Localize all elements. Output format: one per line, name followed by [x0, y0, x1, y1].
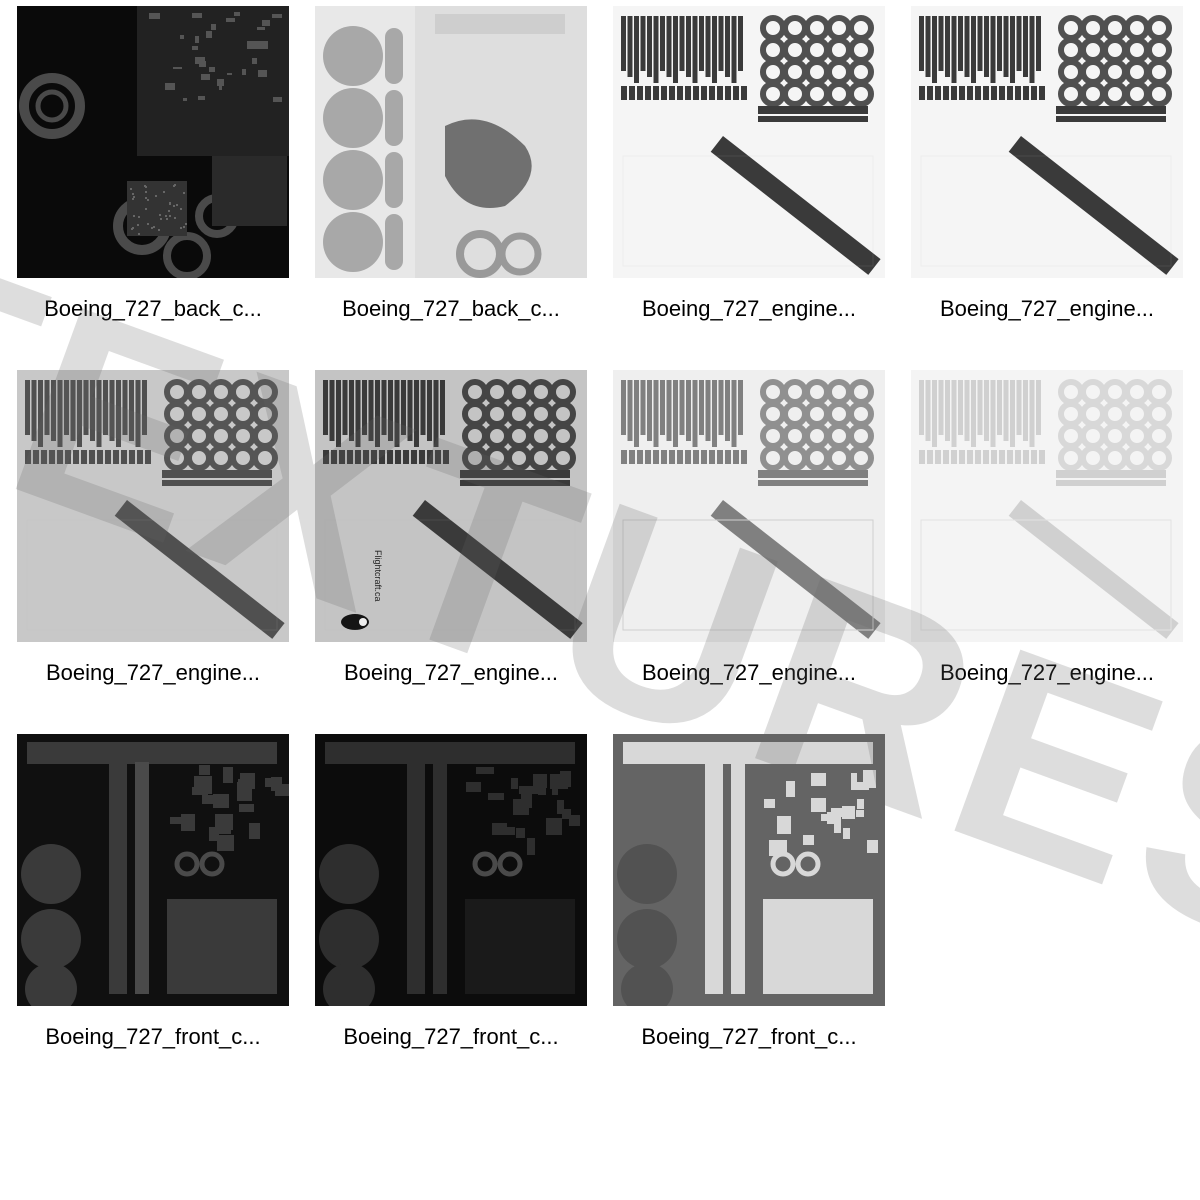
- thumbnail-caption: Boeing_727_engine...: [602, 296, 896, 366]
- thumbnail-cell[interactable]: Boeing_727_back_c...: [302, 4, 600, 368]
- thumbnail-image[interactable]: [613, 734, 885, 1006]
- thumbnail-caption: Boeing_727_back_c...: [6, 296, 300, 366]
- thumbnail-cell[interactable]: Flightcraft.ca Boeing_727_engine...: [302, 368, 600, 732]
- thumbnail-cell[interactable]: Boeing_727_engine...: [898, 4, 1196, 368]
- thumbnail-cell[interactable]: Boeing_727_engine...: [4, 368, 302, 732]
- thumbnail-image[interactable]: [17, 370, 289, 642]
- thumbnail-image[interactable]: [911, 6, 1183, 278]
- thumbnail-caption: Boeing_727_engine...: [304, 660, 598, 730]
- thumbnail-caption: Boeing_727_front_c...: [6, 1024, 300, 1094]
- thumbnail-image[interactable]: Flightcraft.ca: [315, 370, 587, 642]
- thumbnail-caption: Boeing_727_front_c...: [304, 1024, 598, 1094]
- thumbnail-cell[interactable]: Boeing_727_back_c...: [4, 4, 302, 368]
- thumbnail-image[interactable]: [17, 734, 289, 1006]
- thumbnail-caption: Boeing_727_engine...: [602, 660, 896, 730]
- thumbnail-image[interactable]: [613, 370, 885, 642]
- thumbnail-image[interactable]: [315, 734, 587, 1006]
- thumbnail-image[interactable]: [613, 6, 885, 278]
- thumbnail-image[interactable]: [17, 6, 289, 278]
- thumbnail-image[interactable]: [911, 370, 1183, 642]
- thumbnail-cell[interactable]: Boeing_727_front_c...: [600, 732, 898, 1096]
- thumbnail-caption: Boeing_727_back_c...: [304, 296, 598, 366]
- thumbnail-grid: Boeing_727_back_c...Boeing_727_back_c...…: [0, 0, 1200, 1100]
- thumbnail-caption: Boeing_727_engine...: [900, 660, 1194, 730]
- thumbnail-caption: Boeing_727_front_c...: [602, 1024, 896, 1094]
- thumbnail-cell[interactable]: Boeing_727_front_c...: [302, 732, 600, 1096]
- thumbnail-cell[interactable]: Boeing_727_engine...: [898, 368, 1196, 732]
- thumbnail-caption: Boeing_727_engine...: [6, 660, 300, 730]
- thumbnail-cell[interactable]: Boeing_727_engine...: [600, 4, 898, 368]
- thumbnail-cell[interactable]: Boeing_727_engine...: [600, 368, 898, 732]
- thumbnail-image[interactable]: [315, 6, 587, 278]
- svg-text:Flightcraft.ca: Flightcraft.ca: [373, 550, 383, 602]
- thumbnail-caption: Boeing_727_engine...: [900, 296, 1194, 366]
- thumbnail-cell[interactable]: Boeing_727_front_c...: [4, 732, 302, 1096]
